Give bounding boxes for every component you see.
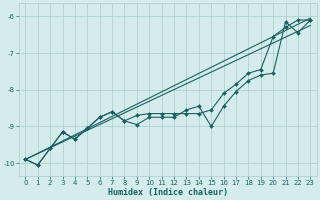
X-axis label: Humidex (Indice chaleur): Humidex (Indice chaleur) — [108, 188, 228, 197]
